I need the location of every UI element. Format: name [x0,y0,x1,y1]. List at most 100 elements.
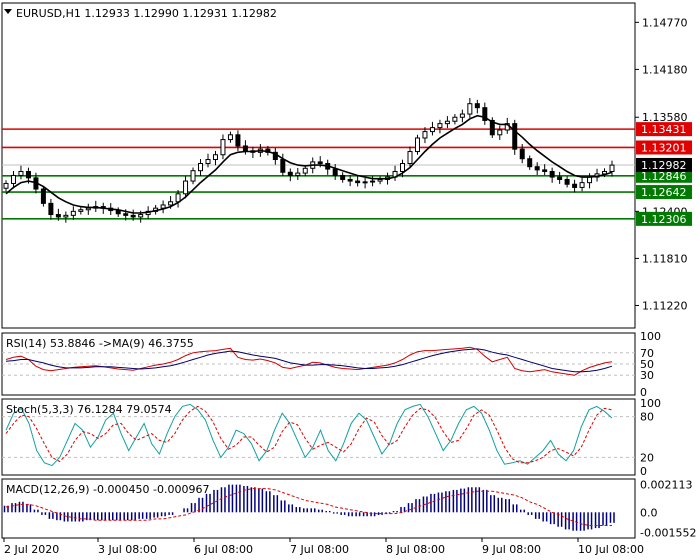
candle[interactable] [40,185,46,207]
candle[interactable] [414,134,420,155]
candle[interactable] [63,211,69,223]
candle[interactable] [48,198,54,220]
macd-tick-label: 0.0 [640,506,658,519]
candle[interactable] [340,172,346,183]
candle[interactable] [205,153,211,168]
level-tag [636,140,692,155]
x-tick-label: 2 Jul 2020 [4,543,59,556]
candle[interactable] [362,178,368,189]
candle[interactable] [18,165,24,180]
candle[interactable] [70,206,76,220]
candle[interactable] [295,167,301,180]
candle-body [340,174,346,180]
candle[interactable] [452,114,458,125]
candle[interactable] [227,131,233,143]
candle[interactable] [527,155,533,170]
candle-body [212,154,218,161]
candle-body [587,176,593,184]
price-tick-label: 1.13580 [642,111,688,124]
candle[interactable] [3,180,9,192]
candle[interactable] [429,121,435,136]
rsi-label: RSI(14) 53.8846 ->MA(9) 46.3755 [6,337,194,350]
candle[interactable] [10,171,16,189]
candle[interactable] [467,97,473,118]
candle[interactable] [489,117,495,138]
candle[interactable] [497,125,503,140]
stoch-label: Stoch(5,3,3) 76.1284 79.0574 [6,403,172,416]
candle[interactable] [55,208,61,221]
candle[interactable] [549,167,555,183]
candle[interactable] [534,162,540,175]
candle-body [579,182,585,188]
candle-body [512,123,518,150]
candle-body [407,151,413,165]
candle[interactable] [579,176,585,192]
candle[interactable] [519,144,525,164]
candle[interactable] [422,127,428,144]
rsi-tick-label: 30 [640,369,654,382]
price-tick-label: 1.14770 [642,16,688,29]
candle-body [497,129,503,136]
candle-body [295,172,301,176]
candle-body [414,137,420,153]
candle[interactable] [444,116,450,129]
candle-body [123,213,129,216]
macd-signal-line [5,488,612,526]
price-tick-label: 1.14180 [642,63,688,76]
candle-body [609,164,615,172]
collapse-triangle-icon[interactable] [4,9,12,14]
stoch-tick-label: 20 [640,451,654,464]
rsi-tick-label: 50 [640,358,654,371]
candle-body [370,180,376,183]
x-tick-label: 9 Jul 08:00 [482,543,541,556]
candle[interactable] [474,99,480,114]
candle[interactable] [183,175,189,199]
rsi-ma-line [5,348,613,373]
candle[interactable] [130,209,136,221]
candle-body [48,202,54,216]
candle[interactable] [287,168,293,182]
candle-body [347,178,353,182]
price-tick-label: 1.11810 [642,252,688,265]
candle[interactable] [512,119,518,155]
chart-title: EURUSD,H1 1.12933 1.12990 1.12931 1.1298… [16,7,277,20]
candle-body [302,167,308,174]
candle-body [115,210,121,215]
candle[interactable] [542,164,548,176]
candle[interactable] [190,167,196,185]
candle[interactable] [482,102,488,125]
candle-body [534,166,540,171]
candle[interactable] [437,119,443,134]
candle[interactable] [212,150,218,166]
candle-body [25,170,31,179]
candle-body [400,163,406,172]
rsi-panel[interactable] [1,332,636,396]
candle[interactable] [557,171,563,184]
candle[interactable] [235,130,241,152]
candle-body [519,148,525,160]
candle-body [55,214,61,218]
candle[interactable] [355,175,361,187]
candle-body [242,145,248,152]
candle[interactable] [572,179,578,193]
candle[interactable] [564,176,570,188]
macd-panel[interactable] [1,478,636,539]
candle[interactable] [407,146,413,168]
candle[interactable] [220,134,226,160]
candle[interactable] [459,109,465,123]
candle-body [429,127,435,133]
stoch-main-line [5,403,613,467]
candle[interactable] [347,174,353,187]
candle[interactable] [400,159,406,178]
candle[interactable] [609,160,615,177]
candle[interactable] [78,206,84,215]
candle[interactable] [302,165,308,177]
level-tag-label: 1.12846 [641,170,687,183]
candle[interactable] [370,175,376,187]
current-price-tag [636,157,692,172]
candle[interactable] [198,159,204,176]
candle-body [70,210,76,216]
candle-body [444,120,450,125]
candle-body [40,188,46,204]
